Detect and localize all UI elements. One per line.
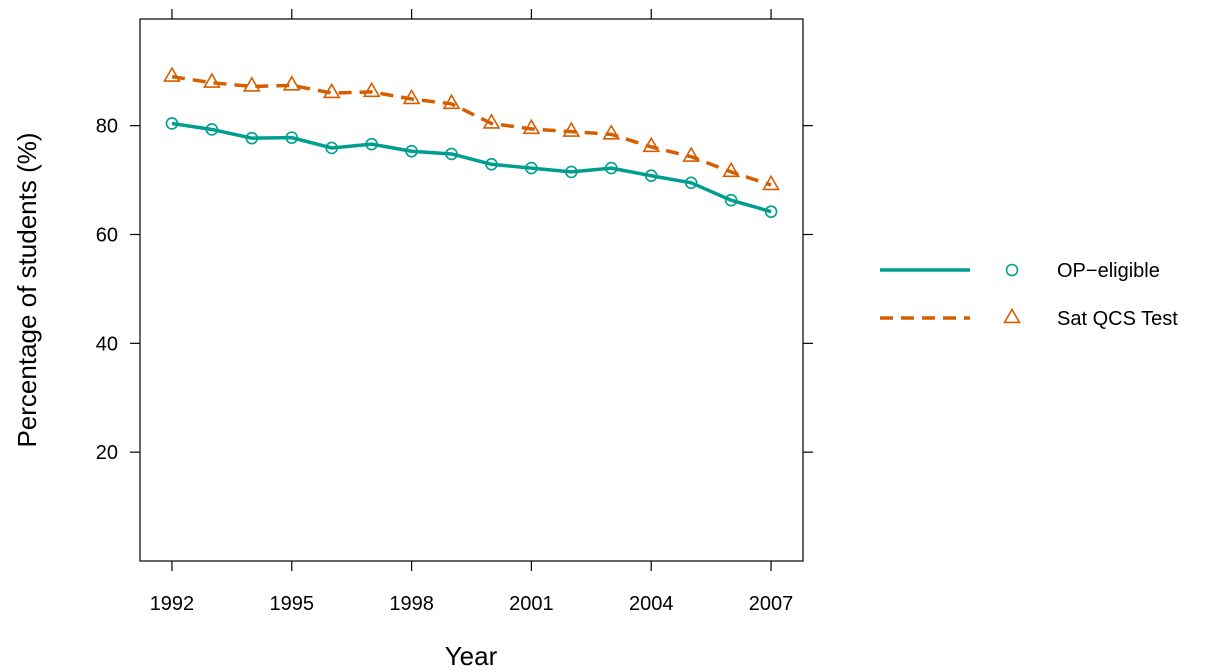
x-axis-title: Year: [445, 641, 498, 671]
data-point-circle: [245, 131, 259, 145]
x-tick-label: 2007: [749, 593, 794, 615]
data-point-circle: [325, 141, 339, 155]
legend-label: Sat QCS Test: [1057, 308, 1178, 330]
data-point-circle: [365, 137, 378, 151]
legend-label: OP−eligible: [1057, 260, 1160, 282]
data-point-triangle: [242, 76, 261, 92]
data-point-circle: [205, 123, 219, 136]
data-point-triangle: [642, 136, 661, 153]
y-tick-label: 40: [96, 333, 118, 355]
x-tick-label: 2001: [509, 593, 554, 615]
legend-marker-circle: [1005, 263, 1019, 277]
x-tick-label: 1992: [150, 593, 195, 615]
y-axis-title: Percentage of students (%): [12, 132, 42, 447]
data-point-triangle: [722, 161, 740, 178]
plot-frame: [139, 18, 804, 562]
series-layer: [163, 66, 780, 218]
data-point-circle: [565, 165, 578, 179]
data-point-triangle: [282, 75, 301, 91]
y-tick-label: 60: [96, 224, 118, 246]
x-tick-label: 2004: [629, 593, 674, 615]
legend-marker-triangle: [1003, 307, 1021, 324]
data-point-circle: [405, 144, 418, 158]
series-line: [171, 74, 772, 187]
data-point-circle: [445, 147, 458, 161]
series-line: [171, 121, 772, 214]
data-point-triangle: [442, 93, 461, 110]
data-point-triangle: [762, 174, 780, 191]
data-point-triangle: [362, 81, 381, 98]
x-tick-label: 1995: [270, 593, 315, 615]
data-point-circle: [604, 161, 618, 175]
data-point-circle: [285, 131, 299, 144]
y-tick-label: 20: [96, 442, 118, 464]
legend: OP−eligible Sat QCS Test: [880, 260, 1178, 330]
x-axis-ticks: 1992 1995 1998 2001 2004 2007: [150, 9, 794, 615]
data-point-circle: [525, 161, 538, 175]
data-point-circle: [485, 157, 498, 171]
data-point-triangle: [402, 88, 421, 105]
data-point-circle: [644, 169, 658, 183]
data-point-triangle: [602, 124, 621, 140]
data-point-triangle: [322, 82, 341, 99]
data-point-triangle: [562, 121, 581, 137]
data-point-triangle: [163, 66, 181, 82]
data-point-triangle: [203, 72, 221, 88]
x-tick-label: 1998: [389, 593, 434, 615]
data-point-circle: [165, 117, 179, 130]
data-point-circle: [684, 176, 698, 190]
data-point-circle: [724, 193, 738, 207]
data-point-triangle: [682, 146, 701, 162]
y-axis-ticks: 20 40 60 80: [96, 116, 813, 464]
y-tick-label: 80: [96, 116, 118, 138]
data-point-triangle: [482, 113, 501, 129]
data-point-circle: [764, 205, 778, 218]
data-point-triangle: [522, 118, 541, 135]
